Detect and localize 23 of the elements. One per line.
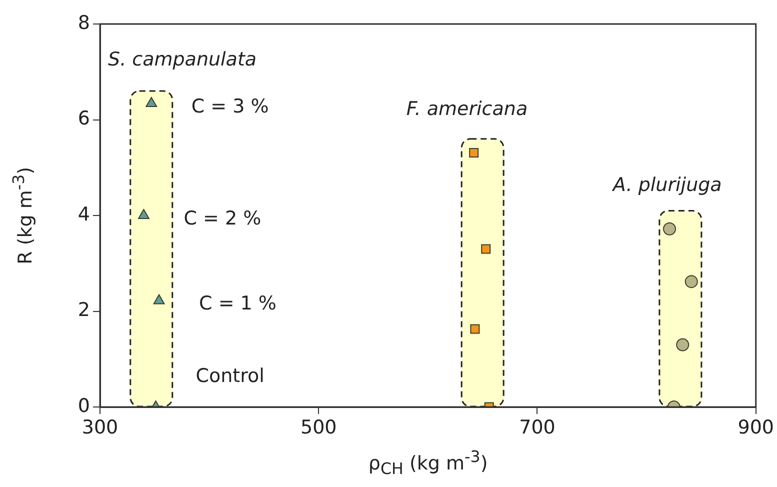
x-axis-title: ρ$_{CH}$ (kg m$^{-3}$) — [368, 447, 488, 478]
x-tick-label: 500 — [300, 416, 337, 438]
point — [663, 222, 676, 236]
x-tick-label: 300 — [82, 416, 118, 438]
annotation: C = 1 % — [199, 292, 276, 315]
annotation: C = 3 % — [191, 95, 269, 118]
point — [153, 294, 165, 304]
y-tick-label: 8 — [78, 12, 90, 34]
y-tick-label: 4 — [78, 203, 90, 226]
text: F. americana — [406, 98, 528, 120]
x-tick-label: 700 — [519, 416, 556, 438]
text: S. campanulata — [108, 48, 257, 70]
annotation: C = 2 % — [184, 207, 262, 230]
annotation: Control — [196, 364, 264, 387]
y-tick-label: 6 — [78, 108, 90, 130]
x-tick-label: 900 — [738, 416, 774, 438]
point — [481, 244, 491, 254]
point — [138, 209, 150, 219]
point — [469, 148, 479, 158]
y-tick-label: 2 — [78, 299, 90, 322]
y-tick-label: 0 — [78, 394, 90, 417]
text: A. plurijuga — [610, 174, 722, 196]
point — [684, 275, 698, 288]
